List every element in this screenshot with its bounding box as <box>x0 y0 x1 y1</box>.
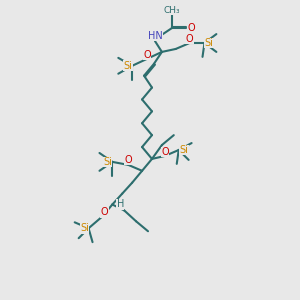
Text: Si: Si <box>124 61 133 71</box>
Text: Si: Si <box>204 38 213 48</box>
Text: Si: Si <box>80 223 89 233</box>
Text: H: H <box>117 200 124 209</box>
Text: O: O <box>100 207 108 218</box>
Text: O: O <box>124 155 132 165</box>
Text: O: O <box>143 50 151 60</box>
Text: CH₃: CH₃ <box>164 6 180 15</box>
Text: HN: HN <box>148 31 162 41</box>
Text: O: O <box>186 34 194 44</box>
Text: Si: Si <box>103 157 112 167</box>
Text: Si: Si <box>179 145 188 155</box>
Text: O: O <box>161 147 169 157</box>
Text: O: O <box>188 23 195 33</box>
